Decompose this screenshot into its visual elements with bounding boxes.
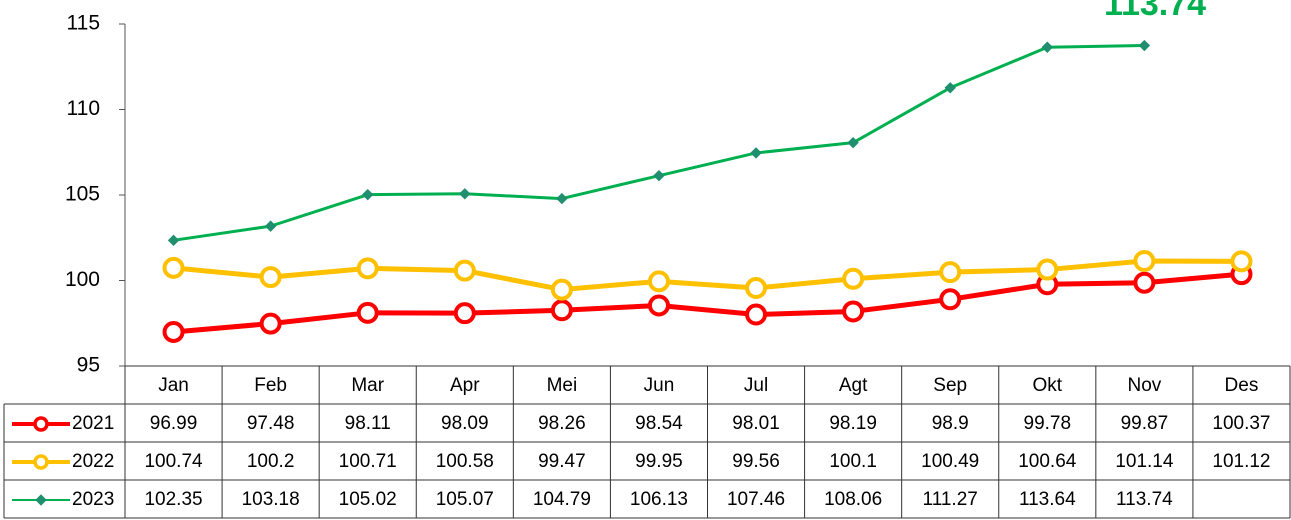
marker	[1133, 250, 1156, 273]
table-value: 100.37	[1212, 413, 1270, 434]
table-value: 99.87	[1121, 413, 1169, 434]
x-tick-label: Okt	[1033, 375, 1063, 396]
marker	[745, 303, 768, 326]
line	[173, 44, 1145, 242]
x-tick-label: Nov	[1127, 375, 1161, 396]
marker	[550, 299, 573, 322]
table-value: 99.47	[538, 451, 586, 472]
x-tick-label: Mar	[351, 375, 384, 396]
table-value: 101.12	[1212, 451, 1270, 472]
marker	[647, 270, 670, 293]
table-value: 98.54	[635, 413, 683, 434]
marker	[33, 454, 49, 470]
y-tick-label: 100	[65, 268, 100, 291]
table-value: 111.27	[923, 489, 978, 510]
marker	[162, 256, 185, 279]
marker	[647, 294, 670, 317]
marker	[653, 169, 665, 182]
marker	[750, 147, 762, 159]
x-tick-label: Sep	[933, 375, 967, 396]
legend-label: 2022	[72, 451, 114, 472]
table-value: 105.07	[436, 489, 494, 510]
table-value: 105.02	[339, 489, 397, 510]
table-value: 98.01	[732, 413, 780, 434]
table-value: 97.48	[247, 413, 295, 434]
table-value: 100.71	[339, 451, 397, 472]
table-value: 107.46	[727, 489, 785, 510]
marker	[356, 301, 379, 324]
x-tick-label: Apr	[450, 375, 480, 396]
table-value: 101.14	[1115, 451, 1174, 472]
marker	[842, 267, 865, 290]
table-value: 102.35	[144, 489, 202, 510]
x-tick-label: Agt	[839, 375, 868, 396]
table-value: 99.56	[732, 451, 780, 472]
table-value: 106.13	[630, 489, 688, 510]
marker	[167, 234, 180, 247]
marker	[847, 136, 859, 149]
marker	[556, 192, 568, 205]
table-value: 100.58	[436, 451, 494, 472]
table-value: 98.26	[538, 413, 586, 434]
x-tick-label: Mei	[547, 375, 578, 396]
marker	[259, 312, 282, 335]
marker	[745, 277, 768, 300]
table-value: 100.1	[829, 451, 877, 472]
line	[173, 271, 1242, 335]
table-value: 99.78	[1024, 413, 1072, 434]
legend-label: 2023	[72, 489, 114, 510]
marker	[459, 188, 471, 200]
table-value: 100.49	[921, 451, 979, 472]
x-tick-label: Jan	[158, 375, 189, 396]
marker	[259, 266, 282, 289]
marker	[362, 188, 374, 201]
table-value: 98.09	[441, 413, 489, 434]
table-value: 98.11	[345, 413, 391, 434]
y-tick-label: 95	[77, 354, 100, 377]
table-value: 100.2	[247, 451, 295, 472]
marker	[944, 82, 956, 94]
marker	[453, 259, 476, 282]
x-tick-label: Jun	[644, 375, 675, 396]
marker	[35, 494, 47, 506]
annotation: 113.74	[1104, 0, 1206, 23]
marker	[1041, 41, 1053, 53]
marker	[33, 416, 49, 432]
y-tick-label: 110	[67, 97, 100, 120]
y-tick-label: 105	[65, 183, 100, 206]
marker	[842, 300, 865, 323]
marker	[356, 257, 379, 280]
marker	[1036, 258, 1059, 281]
table-value: 100.64	[1018, 451, 1077, 472]
table-value: 98.19	[829, 413, 877, 434]
marker	[264, 220, 277, 232]
x-tick-label: Jul	[744, 375, 768, 396]
marker	[162, 320, 185, 343]
table-value: 103.18	[242, 489, 300, 510]
table-value: 96.99	[150, 413, 198, 434]
x-tick-label: Feb	[254, 375, 287, 396]
marker	[939, 261, 962, 284]
table-value: 108.06	[824, 489, 882, 510]
marker	[550, 278, 573, 301]
x-tick-label: Des	[1225, 375, 1259, 396]
table-value: 98.9	[932, 413, 969, 434]
table-value: 113.64	[1019, 489, 1076, 510]
table-value: 100.74	[144, 451, 203, 472]
marker	[1133, 271, 1156, 294]
marker	[1138, 39, 1151, 52]
marker	[939, 288, 962, 311]
y-tick-label: 115	[67, 12, 100, 35]
legend-label: 2021	[72, 413, 114, 434]
table-value: 99.95	[635, 451, 683, 472]
marker	[453, 302, 476, 325]
marker	[1230, 250, 1253, 273]
table-value: 104.79	[533, 489, 591, 510]
table-value: 113.74	[1116, 489, 1173, 510]
line	[173, 258, 1242, 293]
